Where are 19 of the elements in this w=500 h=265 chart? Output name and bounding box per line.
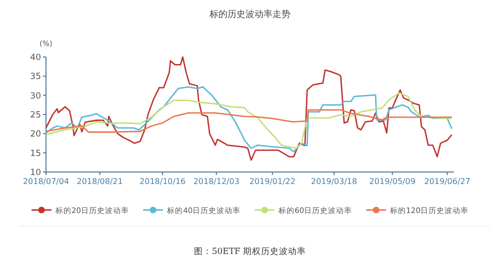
x-tick-label: 2019/03/18 [311, 177, 358, 186]
x-tick-label: 2018/10/16 [140, 177, 186, 186]
x-tick-label: 2018/07/04 [22, 177, 70, 186]
line-series [45, 109, 452, 133]
x-tick-label: 2019/05/09 [369, 177, 416, 186]
text: 图：50ETF 期权历史波动率 [194, 246, 306, 257]
x-tick-label: 2019/06/27 [424, 177, 470, 186]
y-tick-label: 15 [30, 148, 41, 159]
x-tick-label: 2018/12/03 [193, 177, 240, 186]
y-tick-label: 20 [30, 130, 41, 140]
y-tick-label: 10 [30, 168, 41, 178]
x-tick-label: 2019/01/22 [249, 177, 296, 186]
x-tick-label: 2018/08/21 [76, 177, 123, 186]
y-tick-label: 25 [30, 110, 41, 120]
y-tick-label: 35 [30, 72, 41, 82]
y-tick-label: 40 [30, 53, 41, 63]
y-tick-label: 30 [30, 91, 41, 102]
line-series [45, 56, 452, 161]
chart-title: 标的历史波动率走势 [208, 9, 290, 20]
